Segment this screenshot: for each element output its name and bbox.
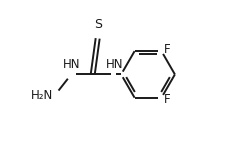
Text: HN: HN xyxy=(106,58,123,71)
Text: HN: HN xyxy=(62,58,80,71)
Text: S: S xyxy=(94,18,102,31)
Text: F: F xyxy=(163,43,170,56)
Text: H₂N: H₂N xyxy=(30,89,53,102)
Text: F: F xyxy=(163,93,170,106)
